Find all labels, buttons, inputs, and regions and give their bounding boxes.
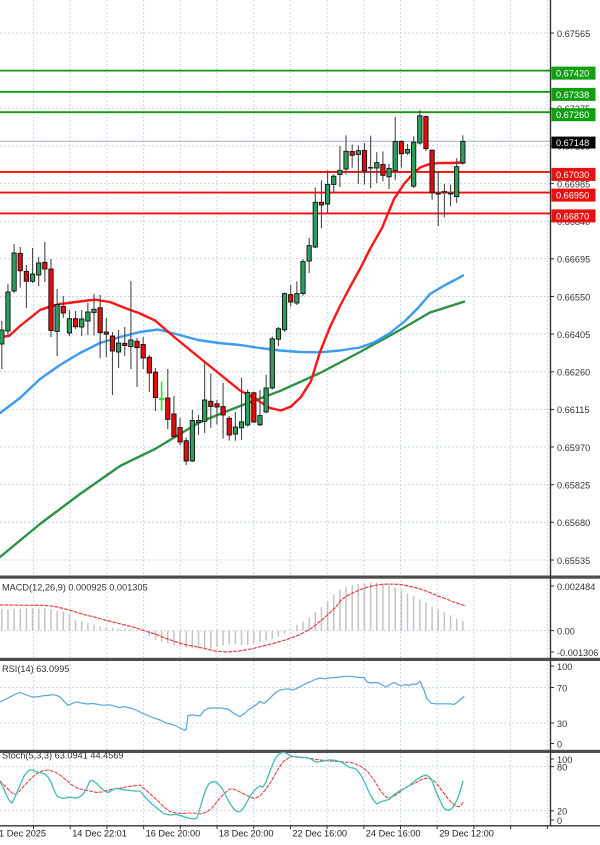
svg-text:0.66950: 0.66950 [556,191,589,201]
svg-text:0.65970: 0.65970 [557,443,590,453]
svg-text:0.67148: 0.67148 [556,138,589,148]
svg-text:0.65680: 0.65680 [557,518,590,528]
svg-text:RSI(14) 63.0995: RSI(14) 63.0995 [2,664,69,674]
svg-text:0.66695: 0.66695 [557,255,590,265]
svg-text:29 Dec 12:00: 29 Dec 12:00 [439,828,494,838]
svg-text:80: 80 [557,762,567,772]
svg-text:MACD(12,26,9) 0.000925 0.00130: MACD(12,26,9) 0.000925 0.001305 [2,583,148,593]
svg-text:0.65825: 0.65825 [557,481,590,491]
svg-text:100: 100 [557,662,572,672]
svg-text:22 Dec 16:00: 22 Dec 16:00 [292,828,347,838]
svg-text:24 Dec 16:00: 24 Dec 16:00 [366,828,421,838]
svg-text:0.67030: 0.67030 [556,170,589,180]
svg-text:-0.001306: -0.001306 [557,648,598,658]
svg-text:0.00: 0.00 [557,626,575,636]
svg-text:Stoch(5,3,3) 63.0941 44.4569: Stoch(5,3,3) 63.0941 44.4569 [2,751,124,761]
svg-text:0: 0 [557,739,562,749]
svg-text:0.66550: 0.66550 [557,292,590,302]
svg-text:11 Dec 2025: 11 Dec 2025 [0,828,46,838]
svg-text:20: 20 [557,807,567,817]
svg-text:0.66405: 0.66405 [557,330,590,340]
svg-text:0.66115: 0.66115 [557,405,590,415]
svg-text:0.67565: 0.67565 [557,29,590,39]
svg-text:70: 70 [557,683,567,693]
svg-text:18 Dec 20:00: 18 Dec 20:00 [219,828,274,838]
svg-text:0.002484: 0.002484 [557,582,595,592]
svg-text:0.66260: 0.66260 [557,368,590,378]
svg-text:0.67338: 0.67338 [556,90,589,100]
svg-text:30: 30 [557,719,567,729]
svg-text:0.67420: 0.67420 [556,69,589,79]
svg-text:0.67260: 0.67260 [556,110,589,120]
svg-text:16 Dec 20:00: 16 Dec 20:00 [146,828,201,838]
svg-text:0: 0 [557,816,562,826]
svg-text:0.66985: 0.66985 [557,179,590,189]
svg-text:100: 100 [557,755,572,765]
svg-text:0.65535: 0.65535 [557,556,590,566]
svg-text:0.66870: 0.66870 [556,211,589,221]
svg-text:14 Dec 22:01: 14 Dec 22:01 [72,828,127,838]
